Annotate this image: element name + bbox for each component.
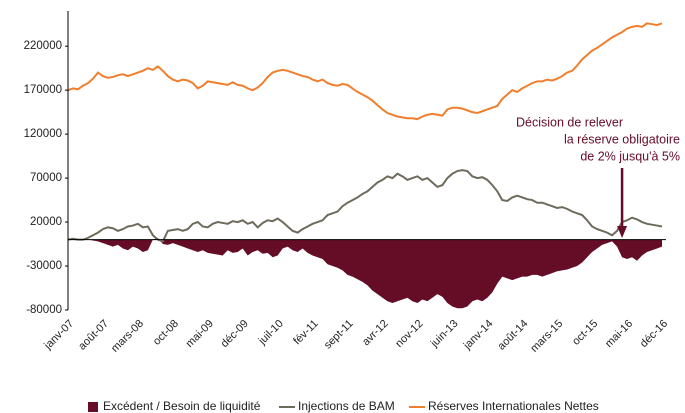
annotation-line: Décision de relever	[516, 115, 623, 129]
legend-label: Injections de BAM	[298, 399, 395, 413]
x-tick-label: mars-08	[109, 318, 146, 355]
y-tick-label: 220000	[24, 40, 62, 52]
line	[67, 22, 663, 121]
x-tick-label: fév-11	[291, 318, 321, 348]
x-tick-label: déc-16	[638, 318, 670, 350]
y-tick-label: 120000	[24, 128, 62, 140]
x-tick-label: oct-08	[151, 318, 181, 348]
x-tick-label: mai-09	[184, 318, 216, 350]
y-tick-label: 170000	[24, 84, 62, 96]
legend-label: Réserves Internationales Nettes	[428, 399, 599, 413]
line	[67, 169, 663, 243]
x-tick-label: août-14	[496, 318, 531, 353]
x-tick-label: sept-11	[322, 318, 356, 352]
x-tick-label: juil-10	[256, 318, 286, 348]
x-tick-label: oct-15	[570, 318, 600, 348]
annotation-arrowhead	[617, 226, 628, 238]
x-tick-label: août-07	[76, 318, 111, 353]
area	[68, 237, 662, 309]
x-tick-label: déc-09	[219, 318, 251, 350]
y-tick-label: 70000	[30, 172, 62, 184]
legend-label: Excédent / Besoin de liquidité	[103, 399, 261, 413]
annotation-line: de 2% jusqu'à 5%	[580, 149, 680, 163]
x-tick-label: avr-12	[360, 318, 391, 349]
x-tick-label: nov-12	[393, 318, 425, 350]
x-tick-label: mars-15	[528, 318, 565, 355]
x-tick-label: janv-07	[41, 318, 76, 353]
y-tick-label: -30000	[26, 260, 62, 272]
y-tick-label: 20000	[30, 216, 62, 228]
legend-swatch	[88, 402, 98, 412]
x-tick-label: mai-16	[603, 318, 635, 350]
x-tick-label: juin-13	[428, 318, 461, 351]
y-tick-label: -80000	[26, 304, 62, 316]
x-tick-label: janv-14	[461, 318, 496, 353]
annotation-line: la réserve obligatoire	[564, 132, 680, 146]
